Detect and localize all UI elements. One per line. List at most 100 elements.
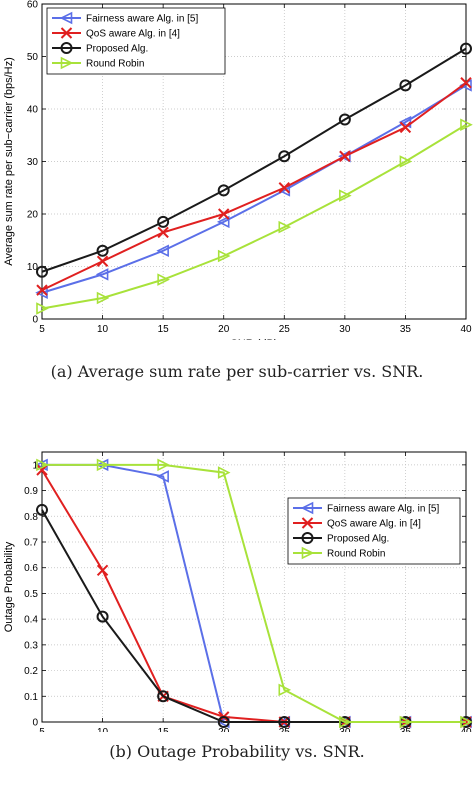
outage-x-tick-label: 5 (39, 727, 45, 732)
sum-rate-data-point (339, 189, 352, 202)
sum-rate-y-tick-label: 10 (27, 262, 39, 273)
outage-legend: Fairness aware Alg. in [5] QoS aware Alg.… (287, 497, 461, 565)
outage-legend-label: Proposed Alg. (327, 534, 389, 545)
outage-y-tick-label: 0.3 (24, 640, 38, 651)
outage-data-point (460, 715, 473, 729)
outage-data-point (36, 458, 49, 472)
sum-rate-data-point (278, 220, 292, 234)
outage-x-tick-label: 25 (279, 727, 291, 732)
outage-y-tick-label: 1 (32, 460, 38, 471)
outage-y-tick-label: 0 (32, 718, 38, 729)
sum-rate-x-axis-label: SNR (dB) (230, 338, 277, 340)
outage-x-tick-label: 15 (158, 727, 170, 732)
sum-rate-y-tick-label: 30 (27, 157, 39, 168)
outage-legend-label: Fairness aware Alg. in [5] (327, 504, 439, 515)
sum-rate-data-point (157, 215, 170, 228)
outage-x-tick-label: 35 (400, 727, 412, 732)
sum-rate-y-tick-label: 50 (27, 52, 39, 63)
sum-rate-caption: (a) Average sum rate per sub-carrier vs.… (50, 362, 424, 381)
sum-rate-series-line (41, 123, 467, 310)
sum-rate-data-point (338, 149, 351, 163)
outage-y-tick-label: 0.5 (24, 589, 38, 600)
outage-data-point (96, 458, 110, 472)
outage-legend-marker (301, 532, 314, 544)
sum-rate-data-point (398, 115, 412, 129)
sum-rate-x-tick-label: 10 (97, 324, 109, 335)
outage-data-point (36, 503, 48, 516)
sum-rate-x-tick-label: 15 (158, 324, 170, 335)
sum-rate-y-tick-label: 0 (32, 315, 38, 326)
outage-y-tick-label: 0.4 (24, 615, 38, 626)
sum-rate-data-point (95, 268, 109, 281)
sum-rate-data-point (339, 150, 351, 162)
outage-series-3 (36, 458, 473, 729)
sum-rate-data-point (399, 121, 412, 134)
outage-plot-area (42, 452, 466, 722)
sum-rate-x-tick-label: 35 (400, 324, 412, 335)
sum-rate-legend-label: QoS aware Alg. in [4] (86, 29, 180, 40)
outage-data-point (96, 564, 109, 576)
sum-rate-data-point (156, 244, 169, 258)
outage-series-line (42, 463, 466, 723)
sum-rate-x-tick-label: 20 (218, 324, 230, 335)
outage-probability-caption: (b) Outage Probability vs. SNR. (109, 742, 365, 761)
sum-rate-data-point (96, 291, 110, 305)
outage-x-tick-label: 30 (339, 727, 351, 732)
outage-y-tick-label: 0.9 (24, 486, 38, 497)
sum-rate-y-tick-label: 20 (27, 210, 39, 221)
outage-probability-chart: 5 10 15 20 25 30 35 40 0 0.1 0.2 0.3 0.4 0.5 0.6 0.7 0.8… (3, 451, 473, 732)
sum-rate-data-point (460, 77, 472, 89)
outage-data-point (157, 690, 170, 703)
outage-legend-marker (300, 501, 314, 515)
outage-y-tick-label: 0.6 (24, 563, 38, 574)
outage-legend-label: QoS aware Alg. in [4] (327, 519, 421, 530)
sum-rate-data-point (218, 208, 230, 220)
sum-rate-data-point (217, 249, 231, 263)
sum-rate-y-tick-label: 60 (27, 0, 39, 11)
outage-y-tick-label: 0.8 (24, 512, 38, 523)
sum-rate-series-0 (35, 79, 472, 300)
sum-rate-data-point (217, 184, 230, 197)
sum-rate-chart: 5 10 15 20 25 30 35 40 0 10 20 30 40 50 60 SNR (dB) Aver… (3, 0, 473, 340)
outage-data-point (278, 716, 291, 728)
sum-rate-frame (41, 3, 467, 320)
sum-rate-data-point (96, 244, 109, 257)
sum-rate-data-point (157, 226, 169, 239)
sum-rate-data-point (36, 265, 48, 278)
sum-rate-x-tick-label: 30 (339, 324, 351, 335)
sum-rate-series-2 (36, 42, 472, 278)
sum-rate-data-point (36, 302, 49, 315)
sum-rate-data-point (216, 215, 230, 229)
sum-rate-legend-label: Fairness aware Alg. in [5] (86, 14, 198, 25)
sum-rate-series-line (41, 84, 467, 294)
outage-data-point (339, 715, 352, 729)
sum-rate-data-point (399, 155, 413, 168)
sum-rate-series-line (41, 47, 467, 273)
outage-legend-marker (301, 517, 314, 529)
sum-rate-data-point (460, 42, 472, 55)
sum-rate-legend-marker (59, 11, 73, 25)
outage-legend-marker (301, 546, 315, 560)
outage-y-axis-label: Outage Probability (3, 541, 15, 632)
outage-data-point (217, 716, 230, 728)
sum-rate-series-3 (36, 118, 473, 315)
outage-x-tick-label: 10 (97, 727, 109, 732)
sum-rate-legend-label: Round Robin (86, 59, 144, 70)
sum-rate-data-point (96, 255, 109, 267)
sum-rate-data-point (36, 284, 48, 296)
sum-rate-data-point (399, 79, 412, 92)
sum-rate-y-axis-label: Average sum rate per sub−carrier (bps/Hz… (3, 57, 15, 266)
outage-x-tick-label: 20 (218, 727, 230, 732)
outage-data-point (36, 464, 48, 476)
outage-x-tick-label: 40 (460, 727, 472, 732)
sum-rate-data-point (157, 273, 170, 286)
sum-rate-legend: Fairness aware Alg. in [5] QoS aware Alg.… (46, 7, 226, 75)
sum-rate-x-tick-label: 25 (279, 324, 291, 335)
sum-rate-data-point (460, 118, 473, 132)
sum-rate-legend-marker (60, 56, 74, 70)
outage-legend-label: Round Robin (327, 549, 385, 560)
outage-data-point (278, 683, 292, 697)
outage-y-tick-label: 0.7 (24, 538, 38, 549)
sum-rate-x-tick-label: 5 (39, 324, 45, 335)
outage-data-point (156, 470, 169, 483)
